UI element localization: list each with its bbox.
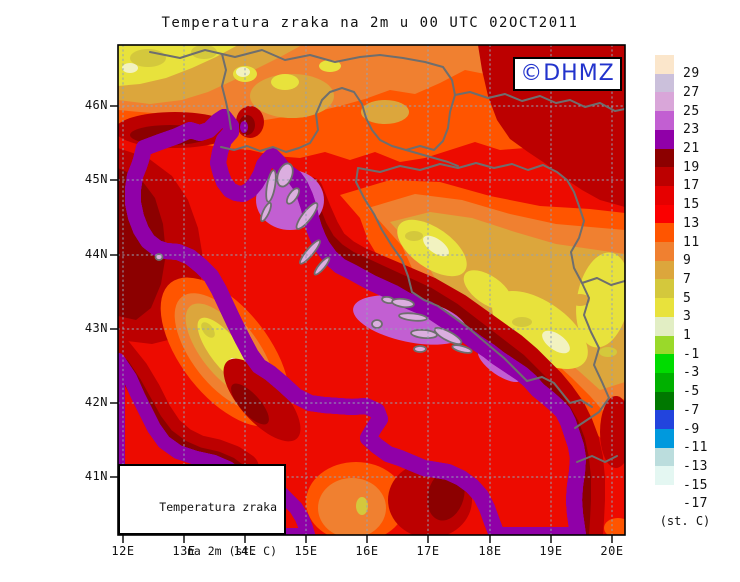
legend-level--9: -9 [683,421,700,437]
legend-swatch [655,260,674,280]
legend-swatch [655,73,674,93]
lon-label-16E: 16E [355,544,379,558]
legend-swatch [655,316,674,336]
info-line-level: na 2m (st. C) [186,543,277,558]
lat-label-44N: 44N [84,247,108,261]
lon-label-18E: 18E [478,544,502,558]
legend-unit-label: (st. C) [659,514,711,528]
legend-swatch [655,242,674,262]
axis-ticks [110,105,613,543]
lon-label-14E: 14E [233,544,257,558]
legend-swatch [655,466,674,486]
legend-level-27: 27 [683,84,700,100]
forecast-info-box: Temperatura zraka na 2m (st. C) start 00… [118,464,286,558]
legend-level--3: -3 [683,365,700,381]
lon-label-13E: 13E [172,544,196,558]
lat-label-42N: 42N [84,395,108,409]
legend-level-9: 9 [683,253,692,269]
legend-level-23: 23 [683,122,700,138]
legend-level-5: 5 [683,290,692,306]
legend-swatch [655,485,674,505]
legend-swatch [655,372,674,393]
legend-level-17: 17 [683,178,700,194]
page-title: Temperatura zraka na 2m u 00 UTC 02OCT20… [161,15,579,31]
legend-level--5: -5 [683,384,700,400]
legend-level-3: 3 [683,309,692,325]
legend-swatch [655,92,674,112]
info-line-product: Temperatura zraka [159,499,277,514]
legend-level--11: -11 [683,440,708,456]
lon-label-20E: 20E [600,544,624,558]
dhmz-logo: ©DHMZ [513,57,622,91]
legend-swatch [655,185,674,206]
legend-level-1: 1 [683,328,692,343]
legend-level--1: -1 [683,346,700,362]
legend-swatch [655,429,674,449]
legend-swatch [655,167,674,187]
legend-swatch [655,129,674,149]
legend-level--13: -13 [683,458,708,474]
legend-level-19: 19 [683,159,700,175]
lon-label-19E: 19E [539,544,563,558]
legend-swatch [655,335,674,355]
grid-lines [118,45,625,535]
legend-level-25: 25 [683,103,700,119]
legend-level-29: 29 [683,66,700,82]
dhmz-logo-text: ©DHMZ [520,61,615,86]
legend-level--17: -17 [683,496,708,512]
legend-swatch [655,298,674,318]
legend-swatch [655,223,674,243]
legend-level-11: 11 [683,234,700,250]
legend-level-21: 21 [683,141,700,156]
lon-label-17E: 17E [416,544,440,558]
legend-swatch [655,447,674,467]
legend-swatch [655,204,674,224]
legend-swatch [655,391,674,411]
legend-swatch [655,354,674,374]
lon-label-15E: 15E [294,544,318,558]
legend-swatch [655,279,674,299]
lat-label-46N: 46N [84,98,108,112]
lat-label-43N: 43N [84,321,108,335]
legend-swatch [655,111,674,131]
map-frame [110,44,626,543]
legend-level--7: -7 [683,402,700,418]
legend-level-15: 15 [683,197,700,213]
country-borders [149,49,625,463]
legend-swatch [655,410,674,430]
lat-label-41N: 41N [84,469,108,483]
lat-label-45N: 45N [84,172,108,186]
legend-swatch [655,148,674,168]
legend-level--15: -15 [683,477,708,493]
legend-level-7: 7 [683,271,692,287]
legend-level-13: 13 [683,215,700,231]
lon-label-12E: 12E [111,544,135,558]
legend-swatch [655,55,674,75]
